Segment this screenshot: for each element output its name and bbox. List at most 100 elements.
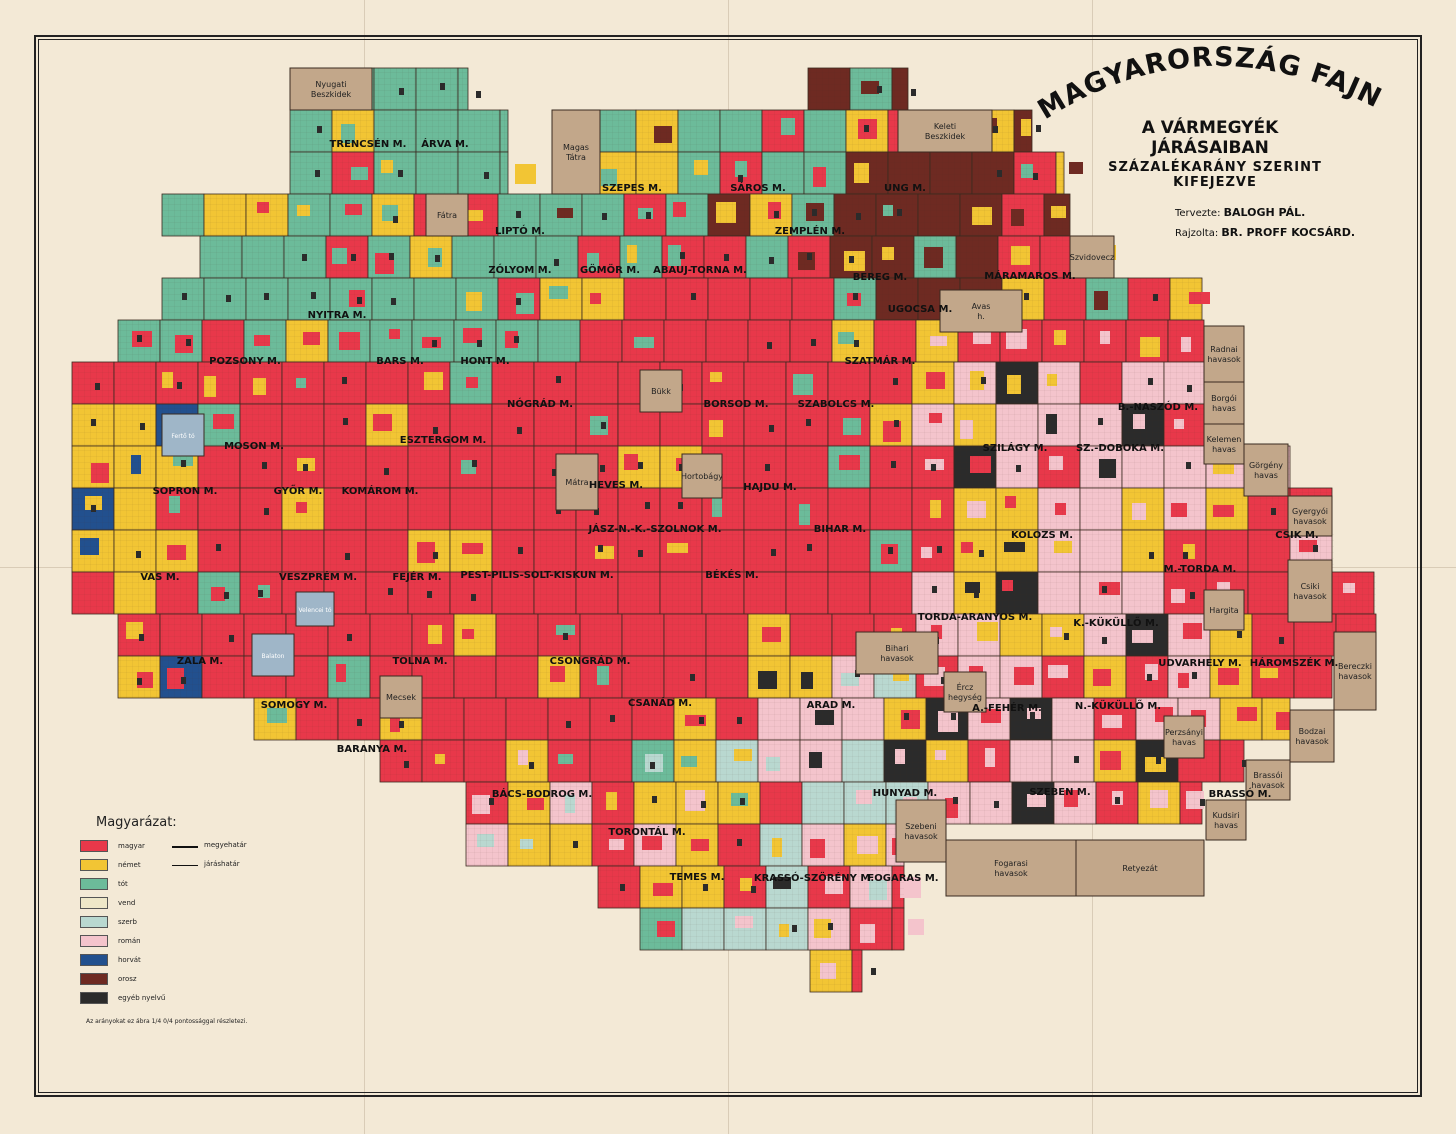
legend-line-label: járáshatár — [204, 860, 240, 868]
mountain-label: Nyugati — [315, 80, 346, 89]
mountain-label: havas — [1212, 404, 1236, 413]
county-label: KOMÁROM M. — [342, 484, 419, 497]
county-label: A.-FEHÉR M. — [972, 701, 1042, 714]
county-label: K.-KÜKÜLLŐ M. — [1073, 615, 1159, 629]
county-label: BEREG M. — [853, 272, 907, 283]
mountain-area — [939, 289, 1023, 333]
county-label: TORONTÁL M. — [608, 825, 685, 838]
county-label: NÓGRÁD M. — [507, 397, 573, 410]
mountain-area — [1069, 235, 1115, 279]
legend-swatch — [80, 954, 108, 966]
county-label: BARANYA M. — [337, 744, 407, 755]
fine-grid-strip — [290, 110, 508, 152]
legend-swatch — [80, 916, 108, 928]
county-label: SZEPES M. — [602, 183, 662, 194]
fine-grid-strip — [466, 782, 1202, 824]
legend-swatch — [80, 935, 108, 947]
legend-label: szerb — [118, 918, 137, 926]
other-share — [1200, 799, 1205, 806]
mountain-area — [551, 109, 601, 195]
county-label: ZEMPLÉN M. — [775, 224, 845, 237]
minority-share — [908, 919, 924, 935]
lake-area — [295, 591, 335, 627]
legend-swatch — [80, 878, 108, 890]
legend-label: orosz — [118, 975, 137, 983]
mountain-label: Perzsányi — [1165, 728, 1203, 737]
mountain-area — [1203, 381, 1245, 425]
mountain-label: Tátra — [565, 153, 586, 162]
credit-designer: Tervezte: BALOGH PÁL. — [1175, 206, 1305, 219]
fine-grid-strip — [466, 824, 904, 866]
county-label: UDVARHELY M. — [1158, 658, 1241, 669]
credit-designer-role: Tervezte: — [1175, 208, 1221, 219]
mountain-area — [1287, 559, 1333, 623]
mountain-label: havasok — [1293, 592, 1327, 601]
county-label: BÉKÉS M. — [705, 568, 758, 581]
lake-area — [161, 413, 205, 457]
mountain-label: havas — [1172, 738, 1196, 747]
mountain-label: Csiki — [1301, 582, 1320, 591]
county-label: SZILÁGY M. — [983, 441, 1048, 454]
county-label: CSONGRÁD M. — [550, 654, 631, 667]
county-label: HÁROMSZÉK M. — [1250, 656, 1339, 669]
county-label: JÁSZ-N.-K.-SZOLNOK M. — [587, 522, 721, 535]
mountain-label: Bodzai — [1299, 727, 1326, 736]
credit-designer-name: BALOGH PÁL. — [1223, 206, 1306, 219]
lake-label: Balaton — [262, 653, 285, 660]
mountain-label: Bereczki — [1338, 662, 1372, 671]
other-share — [1036, 125, 1041, 132]
county-label: VESZPRÉM M. — [279, 570, 357, 583]
mountain-area — [1333, 631, 1377, 711]
mountain-area — [379, 675, 423, 719]
county-label: UGOCSA M. — [888, 304, 953, 315]
mountain-area — [681, 453, 723, 499]
legend-footnote: Az arányokat ez ábra 1/4 0/4 pontosságga… — [86, 1018, 248, 1025]
county-label: ABAUJ-TORNA M. — [653, 265, 747, 276]
mountain-label: Fogarasi — [994, 859, 1028, 868]
fine-grid-strip — [162, 194, 1070, 236]
mountain-label: Szebeni — [905, 822, 937, 831]
county-label: ZALA M. — [177, 656, 223, 667]
mountain-label: havasok — [1338, 672, 1372, 681]
county-label: BARS M. — [376, 356, 424, 367]
other-share — [911, 89, 916, 96]
mountain-label: havasok — [1207, 355, 1241, 364]
mountain-label: h. — [977, 312, 985, 321]
mountain-label: Mátra — [565, 478, 588, 487]
county-label: MÁRAMAROS M. — [984, 269, 1075, 282]
mountain-area — [289, 67, 373, 111]
mountain-label: Fátra — [437, 211, 457, 220]
mountain-area — [855, 631, 939, 675]
county-label: SOMOGY M. — [261, 700, 328, 711]
mountain-label: Avas — [972, 302, 991, 311]
county-label: SZEBEN M. — [1029, 787, 1090, 798]
other-share — [1242, 760, 1247, 767]
mountain-area — [895, 799, 947, 863]
mountain-label: Magas — [563, 143, 589, 152]
county-label: VAS M. — [140, 572, 179, 583]
lake-area — [251, 633, 295, 677]
mountain-label: havas — [1254, 471, 1278, 480]
fine-grid-strip — [290, 152, 508, 194]
mountain-label: havas — [1212, 445, 1236, 454]
mountain-label: Gyergyói — [1292, 506, 1328, 516]
county-label: N.-KÜKÜLLŐ M. — [1075, 698, 1161, 712]
legend-label: egyéb nyelvű — [118, 994, 166, 1002]
mountain-label: hegység — [948, 692, 982, 702]
mountain-label: havasok — [1295, 737, 1329, 746]
county-label: GYŐR M. — [274, 483, 323, 497]
mountain-area — [1203, 423, 1245, 465]
legend-line-label: megyehatár — [204, 841, 247, 849]
fine-grid-strip — [72, 362, 1204, 404]
mountain-label: Beszkidek — [925, 132, 966, 141]
mountain-areas: NyugatiBeszkidekMagasTátraKeletiBeszkide… — [289, 67, 1377, 897]
fine-grid-strip — [118, 320, 1204, 362]
minority-share — [515, 164, 536, 184]
fine-grid-strip — [254, 698, 1290, 740]
county-label: M.-TORDA M. — [1164, 564, 1237, 575]
county-label: POZSONY M. — [209, 356, 281, 367]
mountain-area — [1205, 799, 1247, 841]
credit-drawer-name: BR. PROFF KOCSÁRD. — [1221, 226, 1356, 239]
county-label: MOSON M. — [224, 441, 284, 452]
county-label: KRASSÓ-SZÖRÉNY M. — [754, 870, 874, 884]
